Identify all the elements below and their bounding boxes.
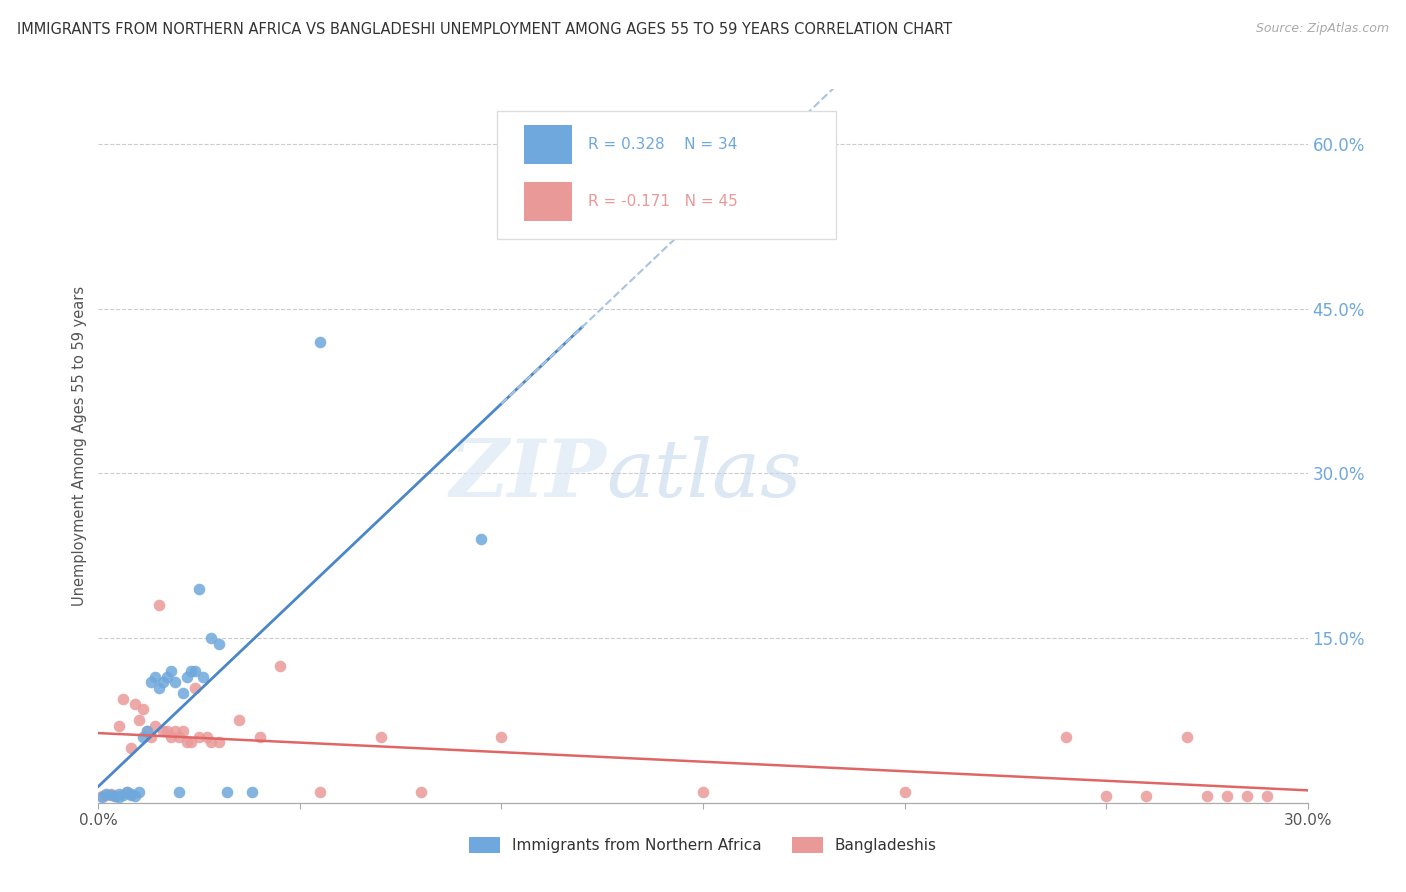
Point: [167, 785, 190, 799]
Point: [160, 664, 183, 678]
Point: [692, 785, 714, 799]
Text: atlas: atlas: [606, 436, 801, 513]
Point: [148, 681, 170, 695]
Point: [152, 675, 174, 690]
Point: [200, 631, 222, 645]
Point: [103, 789, 125, 804]
Point: [228, 714, 250, 728]
Point: [893, 785, 915, 799]
Point: [172, 724, 194, 739]
Point: [100, 788, 122, 802]
Point: [103, 789, 125, 804]
Point: [132, 730, 155, 744]
Point: [309, 785, 332, 799]
Point: [1236, 789, 1258, 804]
Point: [152, 724, 174, 739]
Point: [120, 788, 142, 802]
Point: [107, 719, 129, 733]
Point: [195, 730, 218, 744]
Point: [309, 334, 332, 349]
Point: [208, 735, 231, 749]
Point: [470, 533, 492, 547]
Point: [91, 790, 114, 805]
Legend: Immigrants from Northern Africa, Bangladeshis: Immigrants from Northern Africa, Banglad…: [463, 831, 943, 859]
FancyBboxPatch shape: [524, 182, 572, 221]
Point: [111, 788, 134, 802]
Point: [172, 686, 194, 700]
Point: [184, 681, 207, 695]
Point: [1135, 789, 1157, 804]
Point: [115, 785, 138, 799]
Point: [240, 785, 263, 799]
Point: [139, 675, 162, 690]
Point: [188, 730, 211, 744]
Point: [176, 735, 198, 749]
Text: Source: ZipAtlas.com: Source: ZipAtlas.com: [1256, 22, 1389, 36]
Point: [100, 787, 122, 801]
Point: [143, 669, 166, 683]
Point: [180, 664, 202, 678]
Text: IMMIGRANTS FROM NORTHERN AFRICA VS BANGLADESHI UNEMPLOYMENT AMONG AGES 55 TO 59 : IMMIGRANTS FROM NORTHERN AFRICA VS BANGL…: [17, 22, 952, 37]
Point: [120, 787, 142, 801]
Point: [1256, 789, 1278, 804]
Point: [180, 735, 202, 749]
Point: [163, 675, 186, 690]
Text: R = -0.171   N = 45: R = -0.171 N = 45: [588, 194, 738, 209]
Point: [148, 598, 170, 612]
Point: [156, 724, 179, 739]
Point: [188, 582, 211, 596]
Point: [167, 730, 190, 744]
Point: [269, 658, 291, 673]
Text: R = 0.328    N = 34: R = 0.328 N = 34: [588, 137, 738, 152]
Text: ZIP: ZIP: [450, 436, 606, 513]
Point: [143, 719, 166, 733]
Point: [370, 730, 392, 744]
Point: [128, 714, 150, 728]
Point: [160, 730, 183, 744]
Point: [156, 669, 179, 683]
Point: [208, 637, 231, 651]
Point: [1175, 730, 1198, 744]
Point: [107, 790, 129, 805]
Point: [1216, 789, 1239, 804]
Point: [135, 724, 157, 739]
Point: [124, 789, 146, 804]
Y-axis label: Unemployment Among Ages 55 to 59 years: Unemployment Among Ages 55 to 59 years: [72, 286, 87, 606]
Point: [96, 788, 118, 802]
Point: [111, 691, 134, 706]
Point: [409, 785, 432, 799]
Point: [1054, 730, 1077, 744]
Point: [249, 730, 271, 744]
Point: [176, 669, 198, 683]
Point: [193, 669, 215, 683]
Point: [200, 735, 222, 749]
Point: [120, 740, 142, 755]
Point: [135, 724, 157, 739]
Point: [139, 730, 162, 744]
Point: [491, 730, 513, 744]
Point: [184, 664, 207, 678]
Point: [132, 702, 155, 716]
Point: [107, 787, 129, 801]
Point: [128, 785, 150, 799]
Point: [1195, 789, 1218, 804]
Point: [1095, 789, 1118, 804]
Point: [91, 789, 114, 804]
Point: [217, 785, 239, 799]
Point: [124, 697, 146, 711]
FancyBboxPatch shape: [524, 125, 572, 164]
Point: [96, 787, 118, 801]
FancyBboxPatch shape: [498, 111, 837, 239]
Point: [163, 724, 186, 739]
Point: [115, 785, 138, 799]
